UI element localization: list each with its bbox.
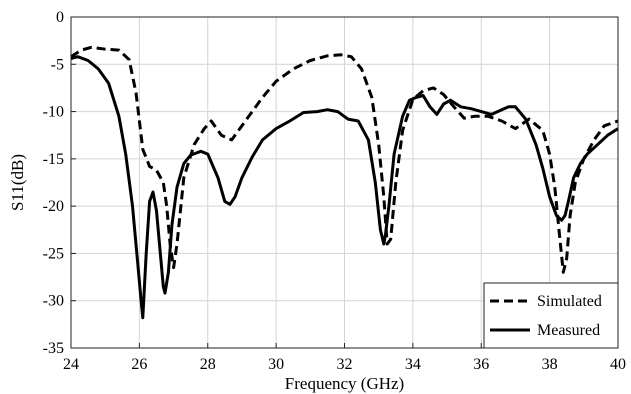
x-tick-label: 32: [337, 356, 353, 373]
x-tick-label: 30: [268, 356, 284, 373]
x-axis-label: Frequency (GHz): [285, 374, 404, 393]
y-tick-label: -30: [43, 293, 64, 310]
y-tick-label: -20: [43, 198, 64, 215]
x-tick-label: 38: [542, 356, 558, 373]
legend: Simulated Measured: [484, 283, 618, 348]
x-tick-labels: 24 26 28 30 32 34 36 38 40: [63, 356, 626, 373]
x-tick-label: 26: [131, 356, 147, 373]
y-tick-label: -5: [51, 56, 64, 73]
y-tick-label: -35: [43, 340, 64, 357]
y-tick-labels: 0 -5 -10 -15 -20 -25 -30 -35: [43, 9, 64, 357]
y-axis-label: S11(dB): [8, 154, 27, 211]
y-tick-label: -25: [43, 245, 64, 262]
x-tick-label: 28: [200, 356, 216, 373]
legend-label-simulated: Simulated: [537, 293, 602, 310]
x-tick-label: 24: [63, 356, 79, 373]
x-tick-label: 34: [405, 356, 421, 373]
legend-label-measured: Measured: [537, 322, 600, 339]
y-tick-label: 0: [56, 9, 64, 26]
x-tick-label: 36: [473, 356, 489, 373]
y-tick-label: -15: [43, 151, 64, 168]
y-tick-label: -10: [43, 104, 64, 121]
x-tick-label: 40: [610, 356, 626, 373]
